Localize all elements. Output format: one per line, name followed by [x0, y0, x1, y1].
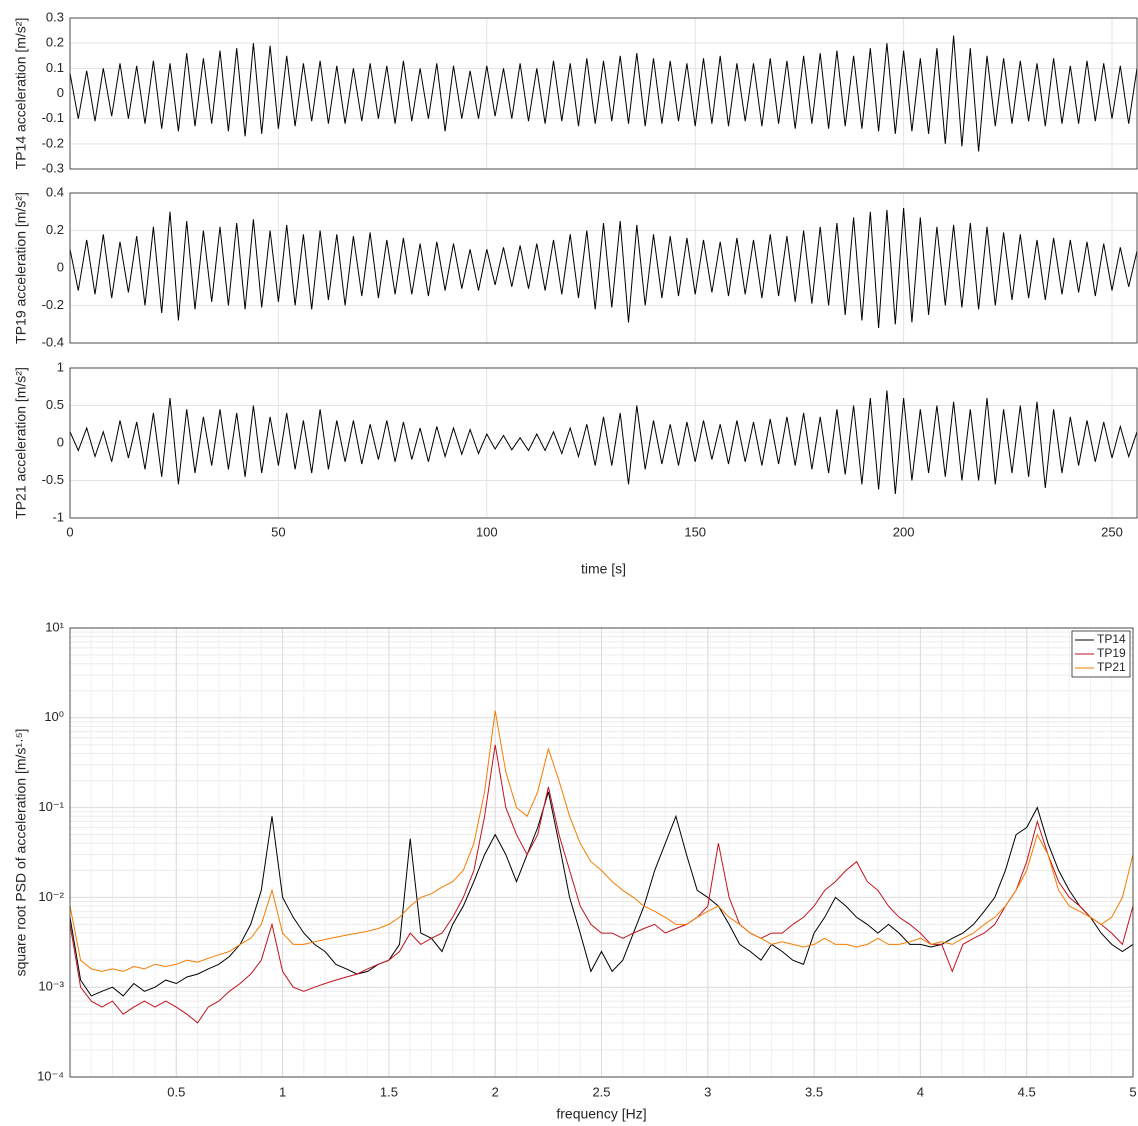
y-tick-label: 1 — [57, 359, 64, 374]
x-tick-label: 2.5 — [592, 1084, 610, 1099]
y-tick-label: 0.5 — [46, 397, 64, 412]
axes-box — [69, 192, 1138, 344]
y-tick-label: 0.4 — [46, 184, 64, 199]
x-tick-label: 50 — [271, 524, 285, 539]
y-tick-label: 0 — [57, 259, 64, 274]
y-tick-label: 10⁻² — [38, 889, 64, 904]
x-tick-label: 3.5 — [805, 1084, 823, 1099]
x-tick-label: 4.5 — [1018, 1084, 1036, 1099]
psd-line — [69, 710, 1134, 972]
y-axis-label: TP14 acceleration [m/s²] — [13, 18, 29, 170]
y-tick-label: -1 — [52, 509, 64, 524]
x-tick-label: 4 — [917, 1084, 924, 1099]
signal-line — [69, 207, 1138, 329]
legend-label: TP21 — [1097, 660, 1126, 674]
y-tick-label: -0.3 — [42, 160, 64, 175]
x-tick-label: 100 — [476, 524, 498, 539]
y-axis-label: TP19 acceleration [m/s²] — [13, 192, 29, 344]
x-tick-label: 3 — [704, 1084, 711, 1099]
y-tick-label: 10⁻⁴ — [37, 1068, 64, 1083]
psd-line — [69, 791, 1134, 997]
x-tick-label: 0 — [66, 524, 73, 539]
y-tick-label: 10⁻¹ — [38, 799, 64, 814]
y-tick-label: 10⁰ — [44, 709, 64, 724]
y-tick-label: 0 — [57, 434, 64, 449]
y-tick-label: 0.2 — [46, 35, 64, 50]
y-tick-label: -0.2 — [42, 297, 64, 312]
x-tick-label: 200 — [893, 524, 915, 539]
y-tick-label: 0.2 — [46, 222, 64, 237]
signal-line — [69, 390, 1138, 495]
y-tick-label: -0.4 — [42, 334, 64, 349]
x-tick-label: 2 — [492, 1084, 499, 1099]
signal-line — [69, 35, 1138, 152]
y-axis-label: square root PSD of acceleration [m/s¹·⁵] — [13, 729, 29, 977]
x-tick-label: 1 — [279, 1084, 286, 1099]
x-tick-label: 5 — [1129, 1084, 1136, 1099]
axes-box — [69, 17, 1138, 170]
y-tick-label: 0.1 — [46, 60, 64, 75]
psd-line — [69, 744, 1134, 1024]
x-axis-label: time [s] — [581, 561, 626, 577]
y-tick-label: 10⁻³ — [38, 979, 64, 994]
y-tick-label: -0.1 — [42, 110, 64, 125]
y-tick-label: 0.3 — [46, 9, 64, 24]
axes-box — [69, 367, 1138, 519]
y-tick-label: 10¹ — [45, 619, 64, 634]
x-axis-label: frequency [Hz] — [556, 1106, 646, 1122]
legend-label: TP19 — [1097, 646, 1126, 660]
x-tick-label: 0.5 — [167, 1084, 185, 1099]
y-axis-label: TP21 acceleration [m/s²] — [13, 367, 29, 519]
x-tick-label: 1.5 — [380, 1084, 398, 1099]
y-tick-label: 0 — [57, 85, 64, 100]
y-tick-label: -0.2 — [42, 135, 64, 150]
legend-label: TP14 — [1097, 632, 1126, 646]
x-tick-label: 150 — [684, 524, 706, 539]
y-tick-label: -0.5 — [42, 472, 64, 487]
x-tick-label: 250 — [1101, 524, 1123, 539]
axes-box — [69, 627, 1134, 1078]
